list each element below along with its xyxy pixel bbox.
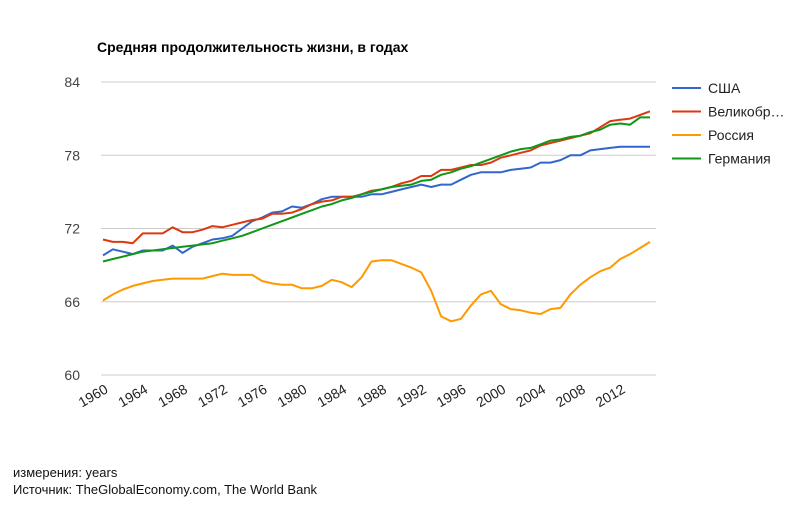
legend-label: Германия [708,151,771,167]
legend-label: США [708,80,741,96]
y-tick-label: 72 [64,221,80,237]
x-tick-label: 1972 [195,381,230,411]
legend: США Великобр… Россия Германия [672,80,785,167]
x-tick-label: 2004 [513,381,548,411]
y-tick-label: 78 [64,147,80,163]
gridlines [101,81,656,376]
y-axis-ticks: 84 78 72 66 60 [64,74,80,383]
x-axis-ticks: 1960 1964 1968 1972 1976 1980 1984 1988 1992 1996… [76,381,628,411]
x-tick-label: 1984 [314,381,349,411]
series-line [102,116,650,263]
y-tick-label: 66 [64,294,80,310]
legend-label: Россия [708,127,754,143]
legend-item: США [672,80,741,96]
legend-item: Великобр… [672,104,785,120]
x-tick-label: 2008 [553,381,588,411]
legend-item: Германия [672,151,771,167]
x-tick-label: 1964 [115,381,150,411]
y-tick-label: 60 [64,367,80,383]
source-note: Источник: TheGlobalEconomy.com, The Worl… [13,482,318,497]
series-lines [102,110,651,323]
x-tick-label: 2012 [593,381,628,411]
series-line [102,241,651,323]
series-line [102,110,651,245]
x-tick-label: 1988 [354,381,389,411]
x-tick-label: 1996 [434,381,469,411]
x-tick-label: 2000 [473,381,508,411]
line-chart: Средняя продолжительность жизни, в годах… [64,39,785,411]
y-tick-label: 84 [64,74,80,90]
legend-label: Великобр… [708,104,785,120]
x-tick-label: 1976 [235,381,270,411]
series-line [102,145,650,257]
x-tick-label: 1960 [76,381,111,411]
x-tick-label: 1992 [394,381,429,411]
x-tick-label: 1968 [155,381,190,411]
chart-title: Средняя продолжительность жизни, в годах [97,39,409,55]
legend-item: Россия [672,127,754,143]
units-note: измерения: years [13,465,118,480]
x-tick-label: 1980 [274,381,309,411]
